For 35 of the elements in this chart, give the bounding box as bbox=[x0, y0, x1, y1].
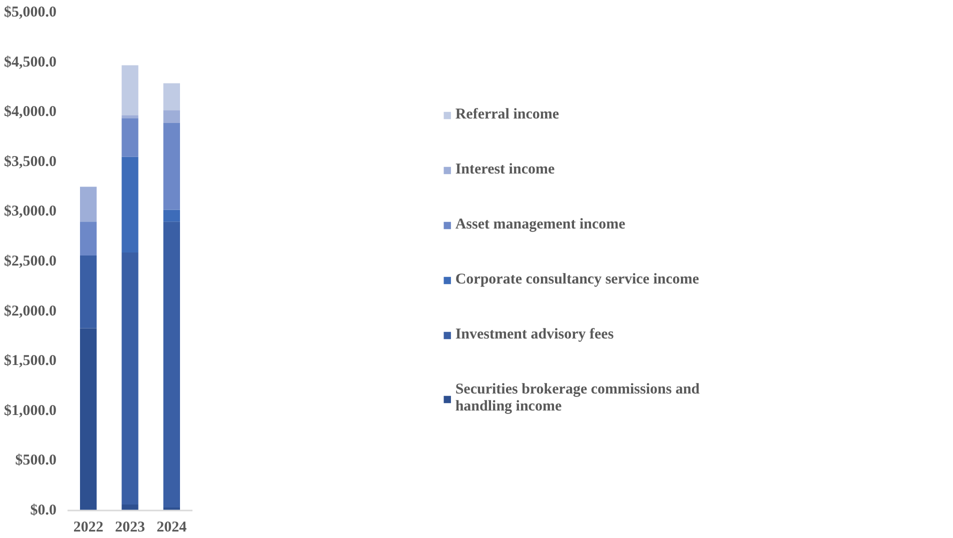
bar bbox=[80, 328, 97, 510]
y-tick-label: $4,000.0 bbox=[4, 104, 56, 120]
bar bbox=[80, 186, 97, 222]
legend-label: Interest income bbox=[455, 162, 555, 178]
x-tick-label: 2022 bbox=[73, 520, 104, 536]
y-tick-label: $500.0 bbox=[15, 452, 56, 469]
x-tick-label: 2023 bbox=[115, 520, 145, 536]
y-tick-label: $3,000.0 bbox=[4, 204, 56, 220]
legend-label: Securities brokerage commissions and handling income bbox=[455, 382, 700, 416]
bar bbox=[122, 504, 138, 510]
y-tick-label: $0.0 bbox=[30, 502, 56, 518]
bar bbox=[122, 252, 138, 505]
bar bbox=[122, 118, 138, 157]
bar bbox=[163, 83, 180, 110]
y-tick-label: $2,000.0 bbox=[4, 303, 56, 320]
bar bbox=[163, 123, 180, 210]
y-tick-label: $5,000.0 bbox=[4, 4, 56, 20]
y-tick-label: $1,500.0 bbox=[4, 353, 56, 370]
bar bbox=[163, 210, 180, 222]
bar bbox=[80, 222, 97, 256]
legend-label: Referral income bbox=[455, 106, 560, 124]
y-tick-label: $4,500.0 bbox=[4, 54, 56, 70]
y-tick-label: $2,500.0 bbox=[4, 254, 56, 270]
legend-label: Asset management income bbox=[455, 216, 626, 234]
y-tick-label: $3,500.0 bbox=[4, 154, 56, 170]
bar bbox=[80, 256, 97, 328]
bar bbox=[163, 222, 180, 508]
x-tick-label: 2024 bbox=[156, 520, 188, 536]
bar bbox=[163, 110, 180, 124]
bar bbox=[122, 65, 138, 116]
y-tick-label: $1,000.0 bbox=[4, 402, 56, 419]
bar bbox=[122, 156, 138, 253]
legend-label: Corporate consultancy service income bbox=[455, 272, 700, 288]
bar bbox=[122, 115, 138, 118]
legend-label: Investment advisory fees bbox=[455, 326, 614, 344]
